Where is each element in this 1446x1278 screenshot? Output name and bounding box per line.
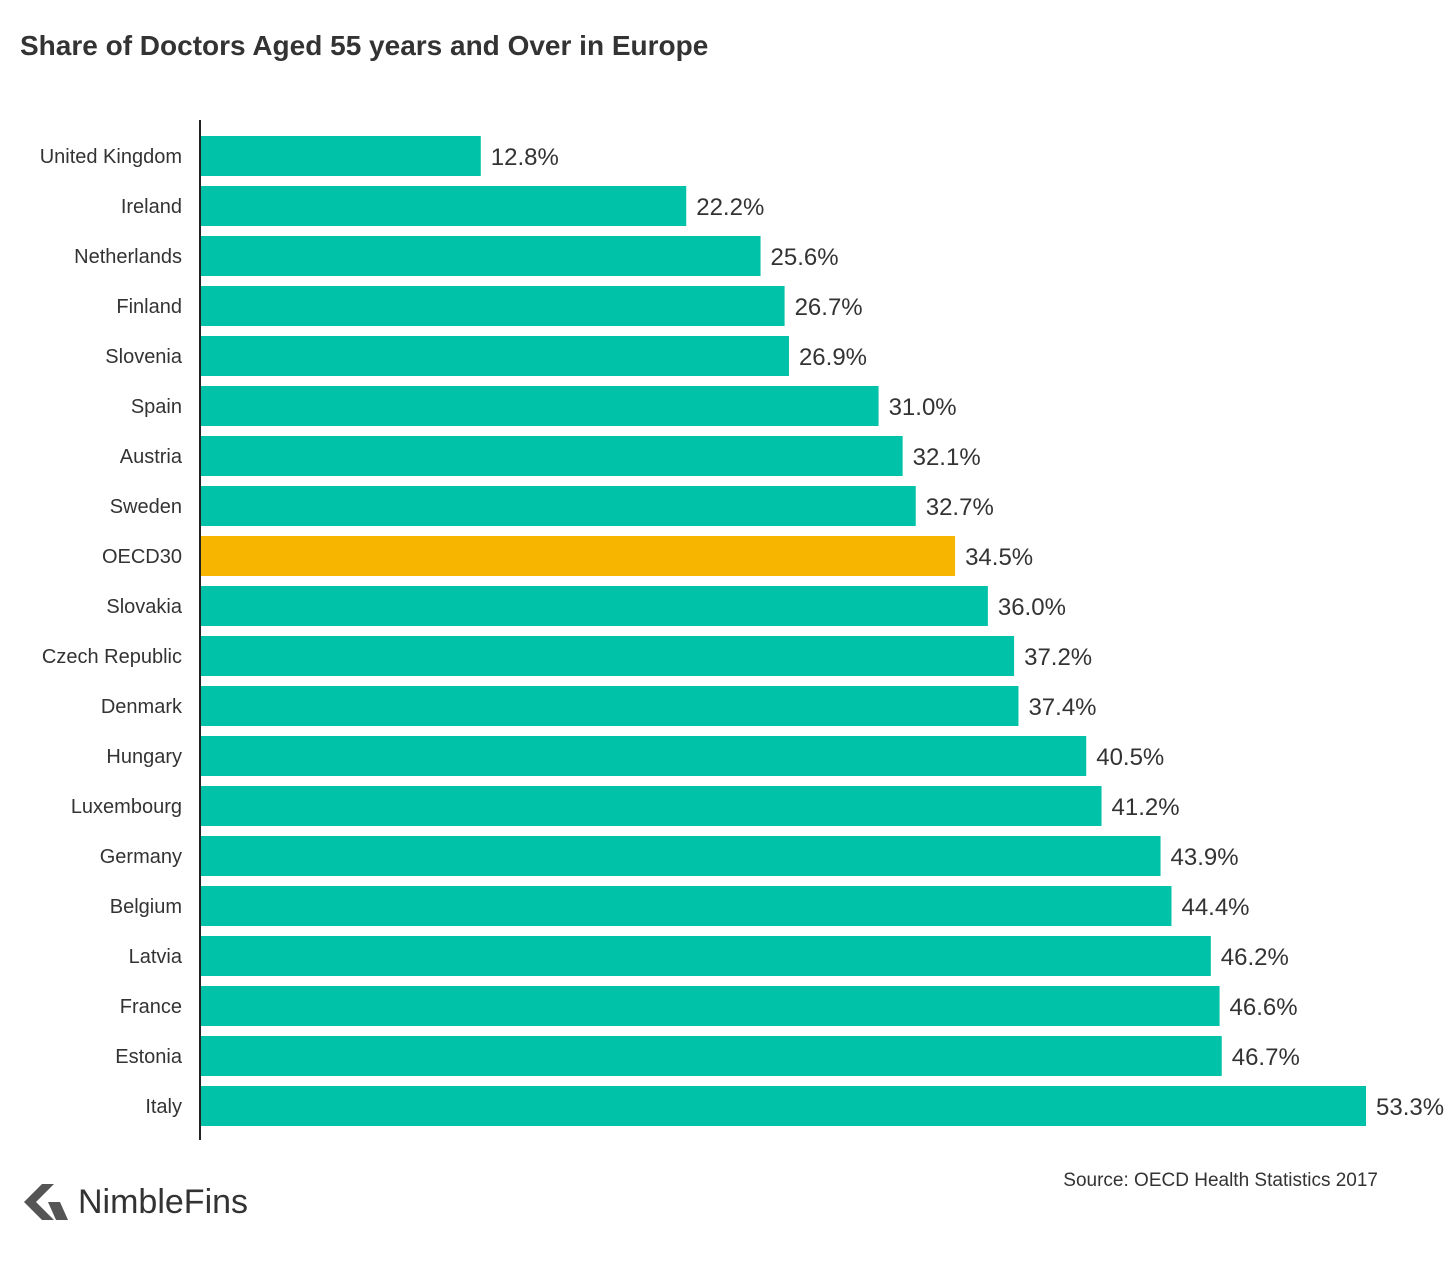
category-label: Sweden [110, 496, 182, 518]
value-label: 37.2% [1024, 644, 1092, 671]
category-label: Finland [116, 296, 182, 318]
category-label: Denmark [101, 696, 183, 718]
bar-netherlands [201, 236, 761, 276]
category-label: Estonia [115, 1046, 183, 1068]
category-label: Austria [120, 446, 183, 468]
value-label: 22.2% [696, 194, 764, 221]
value-label: 34.5% [965, 544, 1033, 571]
bar-united-kingdom [201, 136, 481, 176]
bar-ireland [201, 186, 687, 226]
bar-austria [201, 436, 903, 476]
value-label: 46.2% [1221, 944, 1289, 971]
bar-slovakia [201, 586, 988, 626]
chart-title: Share of Doctors Aged 55 years and Over … [20, 30, 709, 61]
category-label: Czech Republic [42, 646, 182, 668]
value-label: 37.4% [1028, 694, 1096, 721]
bar-denmark [201, 686, 1019, 726]
bar-belgium [201, 886, 1172, 926]
category-label: Ireland [121, 196, 182, 218]
value-label: 12.8% [491, 144, 559, 171]
bar-france [201, 986, 1220, 1026]
brand-name: NimbleFins [78, 1182, 249, 1221]
value-label: 53.3% [1376, 1094, 1444, 1121]
bar-germany [201, 836, 1161, 876]
nimblefins-arrow-logo-icon [24, 1184, 68, 1220]
category-label: Germany [100, 846, 182, 868]
category-label: Slovakia [106, 596, 182, 618]
bar-czech-republic [201, 636, 1015, 676]
bar-finland [201, 286, 785, 326]
value-label: 40.5% [1096, 744, 1164, 771]
category-label: Belgium [110, 896, 182, 918]
category-label: United Kingdom [40, 146, 182, 168]
bar-estonia [201, 1036, 1222, 1076]
category-label: France [120, 996, 182, 1018]
value-label: 44.4% [1181, 894, 1249, 921]
value-label: 46.6% [1230, 994, 1298, 1021]
category-label: Slovenia [105, 346, 183, 368]
category-label: OECD30 [102, 546, 182, 568]
category-label: Hungary [106, 746, 182, 768]
value-label: 31.0% [889, 394, 957, 421]
bar-oecd30 [201, 536, 956, 576]
bar-luxembourg [201, 786, 1102, 826]
value-label: 41.2% [1112, 794, 1180, 821]
bar-slovenia [201, 336, 789, 376]
bar-latvia [201, 936, 1211, 976]
value-label: 36.0% [998, 594, 1066, 621]
source-note: Source: OECD Health Statistics 2017 [1063, 1170, 1378, 1191]
category-label: Spain [131, 396, 182, 418]
value-label: 26.7% [795, 294, 863, 321]
bar-sweden [201, 486, 916, 526]
category-label: Latvia [129, 946, 183, 968]
value-label: 32.1% [913, 444, 981, 471]
brand-logo: NimbleFins [20, 1182, 248, 1222]
bar-hungary [201, 736, 1087, 776]
category-label: Italy [145, 1096, 182, 1118]
category-label: Netherlands [74, 246, 182, 268]
value-label: 32.7% [926, 494, 994, 521]
value-label: 46.7% [1232, 1044, 1300, 1071]
value-label: 26.9% [799, 344, 867, 371]
value-label: 25.6% [771, 244, 839, 271]
bar-italy [201, 1086, 1366, 1126]
category-label: Luxembourg [71, 796, 182, 818]
bar-spain [201, 386, 879, 426]
value-label: 43.9% [1171, 844, 1239, 871]
